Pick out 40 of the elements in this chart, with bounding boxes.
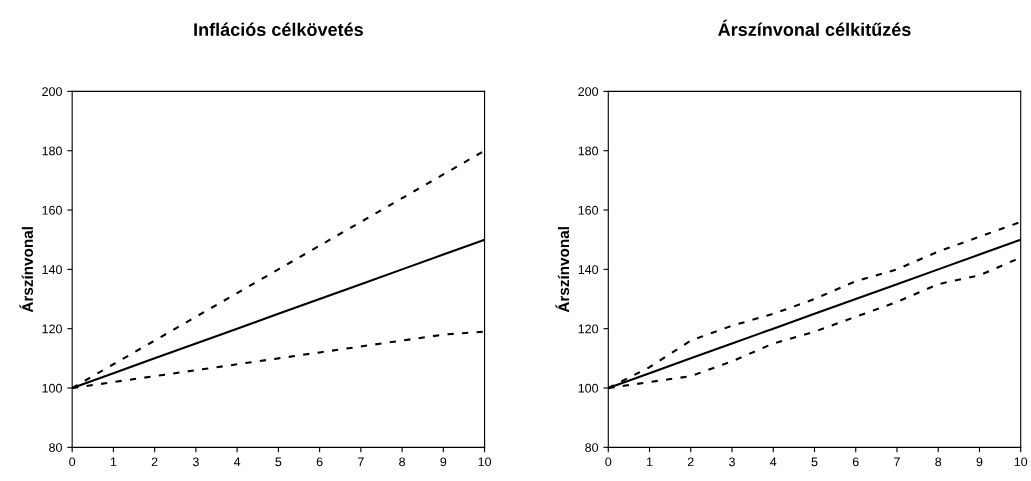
y-tick-label: 160: [578, 205, 599, 215]
x-tick-label: 9: [976, 457, 983, 467]
x-tick-label: 8: [935, 457, 942, 467]
x-tick-label: 2: [151, 457, 158, 467]
y-tick-label: 140: [578, 265, 599, 275]
x-tick-label: 5: [811, 457, 818, 467]
x-tick-label: 0: [69, 457, 76, 467]
x-tick-label: 5: [275, 457, 282, 467]
chart-title: Inflációs célkövetés: [194, 22, 363, 37]
y-tick-label: 80: [585, 443, 599, 452]
x-tick-label: 6: [852, 457, 859, 467]
y-tick-label: 180: [578, 146, 599, 156]
chart-title: Árszínvonal célkitűzés: [718, 19, 911, 37]
x-tick-label: 10: [1014, 457, 1028, 467]
x-tick-label: 7: [894, 457, 900, 467]
x-tick-label: 6: [316, 457, 323, 467]
y-tick-label: 100: [42, 383, 62, 393]
y-axis-title: Árszínvonal: [19, 227, 34, 313]
x-tick-label: 4: [770, 457, 777, 467]
x-tick-label: 2: [687, 457, 694, 467]
x-tick-label: 9: [440, 457, 447, 467]
y-tick-label: 160: [42, 205, 62, 215]
y-tick-label: 100: [578, 383, 599, 393]
x-tick-label: 1: [110, 457, 117, 467]
y-tick-label: 120: [42, 324, 62, 334]
y-tick-label: 200: [42, 87, 62, 97]
x-tick-label: 3: [729, 457, 735, 467]
y-axis-title: Árszínvonal: [555, 227, 570, 313]
x-tick-label: 0: [605, 457, 612, 467]
y-tick-label: 140: [42, 265, 62, 275]
y-tick-label: 200: [578, 87, 599, 97]
x-tick-label: 4: [233, 457, 241, 467]
y-tick-label: 120: [578, 324, 599, 334]
x-tick-label: 7: [358, 457, 364, 467]
y-tick-label: 80: [49, 443, 62, 452]
y-tick-label: 180: [42, 146, 62, 156]
x-tick-label: 1: [647, 457, 653, 467]
x-tick-label: 3: [192, 457, 199, 467]
x-tick-label: 8: [399, 457, 406, 467]
x-tick-label: 10: [478, 457, 492, 467]
